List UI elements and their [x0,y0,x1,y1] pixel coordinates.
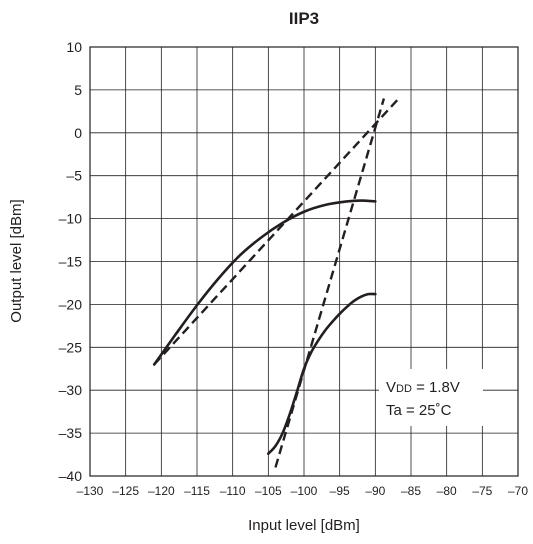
annotation-background [379,369,483,426]
x-tick-label: –70 [508,484,528,498]
x-tick-label: –125 [112,484,139,498]
y-tick-label: 5 [74,82,82,98]
y-tick-label: –5 [66,168,82,184]
annotation-vdd: VDD = 1.8V [386,379,460,396]
y-tick-labels: 10 5 0 –5 –10 –15 –20 –25 –30 –35 –40 [59,39,83,484]
plot-frame [89,46,519,477]
y-tick-label: –15 [59,254,83,270]
x-tick-label: –90 [365,484,385,498]
x-tick-label: –130 [77,484,104,498]
y-tick-label: 0 [74,125,82,141]
x-tick-label: –105 [255,484,282,498]
series-layer [152,95,402,468]
x-tick-labels: –130 –125 –120 –115 –110 –105 –100 –95 –90 –85 –80… [77,484,529,498]
x-tick-label: –75 [472,484,492,498]
x-tick-label: –120 [148,484,175,498]
x-tick-label: –85 [401,484,421,498]
annotation-ta: Ta = 25˚C [386,402,452,419]
measured-curve-2 [267,292,377,455]
y-tick-label: –30 [59,382,83,398]
x-tick-label: –100 [291,484,318,498]
x-tick-label: –110 [220,484,246,498]
y-tick-label: –10 [59,211,83,227]
y-tick-label: –40 [59,468,83,484]
grid-lines [90,47,518,476]
chart-title: IIP3 [289,9,319,28]
x-tick-label: –115 [184,484,210,498]
x-tick-label: –80 [437,484,457,498]
y-tick-label: –35 [59,425,83,441]
y-tick-label: –20 [59,296,83,312]
y-axis-label: Output level [dBm] [8,199,25,322]
y-tick-label: –25 [59,339,83,355]
measured-curve-1 [152,199,377,366]
x-tick-label: –95 [330,484,350,498]
x-axis-label: Input level [dBm] [248,517,360,534]
asymptote-line-4 [274,98,386,468]
y-tick-label: 10 [66,39,82,55]
asymptote-line-3 [153,95,402,366]
